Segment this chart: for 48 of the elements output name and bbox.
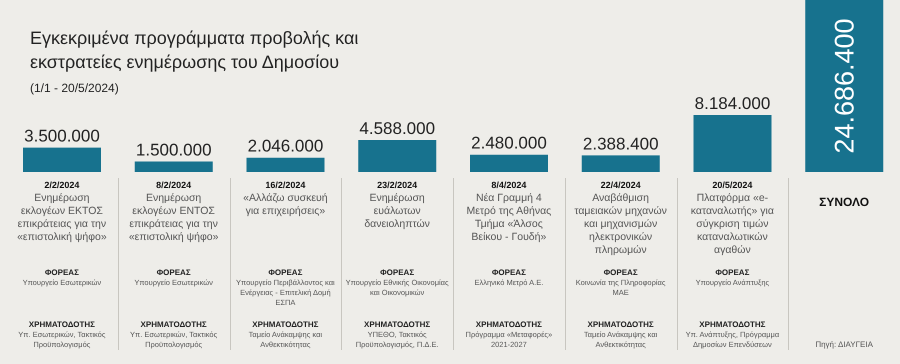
text: ΧΡΗΜΑΤΟΔΟΤΗΣ: [251, 320, 320, 330]
text: Ενημέρωση εκλογέων ΕΚΤΟΣ επικράτειας για την «επιστολική ψήφο»: [16, 192, 108, 244]
x-tick-label: 20/5/2024: [712, 180, 752, 190]
text: Ενημέρωση εκλογέων ΕΝΤΟΣ επικράτειας για την «επιστολική ψήφο»: [128, 192, 220, 244]
x-tick-label: 8/2/2024: [156, 180, 192, 190]
text: (1/1 - 20/5/2024): [30, 81, 119, 95]
text: Ενημέρωση ευάλωτων δανειοληπτών: [363, 192, 431, 231]
bar: [694, 114, 772, 172]
x-tick-label: 16/2/2024: [265, 180, 306, 190]
text: ΧΡΗΜΑΤΟΔΟΤΗΣ: [586, 320, 655, 330]
text: ΦΟΡΕΑΣ: [156, 268, 192, 278]
text: Πλατφόρμα «e-καταναλωτής» για σύγκριση τιμών καταναλωτικών αγαθών: [690, 192, 775, 257]
text: ΦΟΡΕΑΣ: [379, 268, 416, 278]
bar: [246, 158, 324, 172]
data-label: 4.588.000: [359, 119, 436, 138]
text: Πηγή: ΔΙΑΥΓΕΙΑ: [814, 340, 874, 349]
data-label: 2.480.000: [471, 134, 547, 153]
x-tick-label: 8/4/2024: [491, 180, 526, 190]
data-label: 2.388.400: [582, 134, 659, 154]
text: «Αλλάζω συσκευή για επιχειρήσεις»: [242, 192, 329, 218]
text: ΧΡΗΜΑΤΟΔΟΤΗΣ: [698, 320, 766, 330]
x-tick-label: 23/2/2024: [377, 180, 418, 190]
bar: [134, 162, 213, 172]
text: ΦΟΡΕΑΣ: [267, 268, 304, 278]
x-tick-label: 22/4/2024: [600, 180, 641, 190]
text: ΦΟΡΕΑΣ: [44, 268, 80, 278]
text: ΧΡΗΜΑΤΟΔΟΤΗΣ: [363, 320, 432, 330]
text: ΧΡΗΜΑΤΟΔΟΤΗΣ: [28, 320, 96, 330]
data-label: 1.500.000: [136, 140, 212, 160]
x-tick-label: ΣΥΝΟΛΟ: [819, 195, 870, 209]
data-label: 2.046.000: [248, 136, 324, 156]
bar: [805, 0, 884, 172]
bar: [358, 140, 436, 172]
text: Εγκεκριμένα προγράμματα προβολής και εκστρατείες ενημέρωσης του Δημοσίου: [30, 28, 358, 72]
data-label: 8.184.000: [694, 94, 770, 113]
bar: [23, 148, 101, 172]
bar: [582, 155, 660, 172]
text: ΦΟΡΕΑΣ: [714, 268, 750, 278]
bar: [470, 154, 548, 172]
text: Αναβάθμιση ταμειακών μηχανών και μηχανισμών ηλεκτρονικών πληρωμών: [573, 192, 668, 257]
text: ΦΟΡΕΑΣ: [602, 268, 639, 278]
text: ΧΡΗΜΑΤΟΔΟΤΗΣ: [140, 320, 208, 330]
text: ΧΡΗΜΑΤΟΔΟΤΗΣ: [474, 320, 543, 330]
text: Νέα Γραμμή 4 Μετρό της Αθήνας Τμήμα «Άλσος Βείκου - Γουδή»: [465, 192, 552, 244]
data-label: 3.500.000: [24, 126, 100, 146]
data-label: 24.686.400: [829, 18, 860, 154]
x-tick-label: 2/2/2024: [44, 180, 80, 190]
text: ΦΟΡΕΑΣ: [490, 268, 527, 278]
